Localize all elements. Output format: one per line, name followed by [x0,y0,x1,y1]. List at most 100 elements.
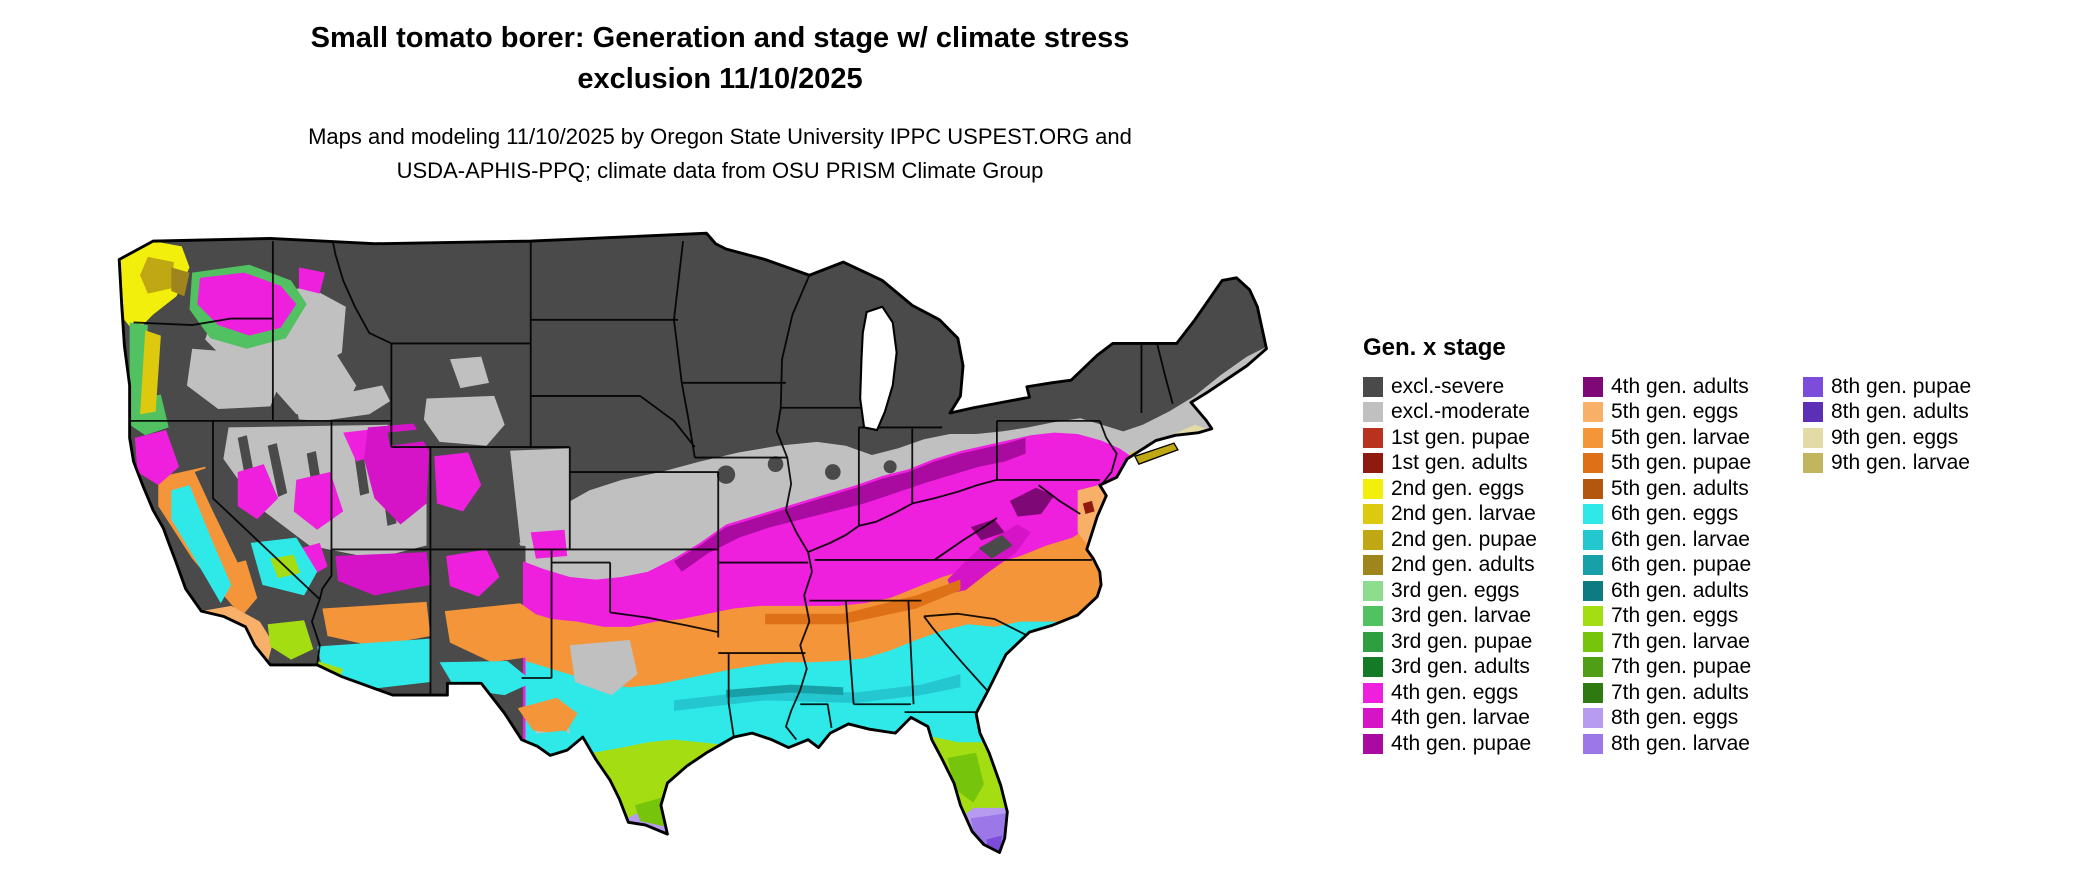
legend-swatch [1363,708,1383,729]
legend-swatch [1583,580,1603,601]
legend-label: 7th gen. larvae [1611,629,1750,653]
legend-item: 3rd gen. eggs [1363,578,1571,604]
legend-item: 7th gen. larvae [1583,629,1791,655]
map-patch [494,448,521,546]
legend-swatch [1583,631,1603,652]
legend-label: 5th gen. adults [1611,476,1749,500]
legend-item: excl.-severe [1363,374,1571,400]
region-gen8-band [616,807,1267,853]
legend-label: 4th gen. larvae [1391,706,1530,730]
legend-item: 2nd gen. adults [1363,553,1571,579]
map-patch [364,423,430,525]
legend-label: 8th gen. eggs [1611,706,1739,730]
legend-label: 3rd gen. adults [1391,655,1530,679]
legend-label: 7th gen. eggs [1611,604,1739,628]
legend-item: 8th gen. larvae [1583,731,1791,757]
legend-item: 2nd gen. eggs [1363,476,1571,502]
legend-label: excl.-severe [1391,374,1505,398]
legend-item: 7th gen. adults [1583,680,1791,706]
map-patch [569,639,638,696]
legend-column-2: 4th gen. adults 5th gen. eggs 5th gen. lar… [1583,374,1791,757]
legend-swatch [1363,657,1383,678]
legend: Gen. x stage excl.-severe excl.-moderate 1… [1363,334,2011,757]
legend-item: 6th gen. eggs [1583,502,1791,528]
us-outline [117,231,1268,854]
legend-swatch [1363,682,1383,703]
legend-item: 3rd gen. adults [1363,655,1571,681]
legend-swatch [1363,478,1383,499]
legend-label: 4th gen. eggs [1391,680,1519,704]
legend-label: 2nd gen. larvae [1391,502,1536,526]
legend-item: excl.-moderate [1363,400,1571,426]
legend-label: excl.-moderate [1391,400,1530,424]
map-patch [716,465,736,484]
map-patch [530,529,568,559]
legend-swatch [1583,733,1603,754]
legend-item: 4th gen. adults [1583,374,1791,400]
map-patch [267,620,314,660]
state-borders-east [775,274,1174,741]
legend-item: 5th gen. pupae [1583,451,1791,477]
map-patch [987,869,994,876]
legend-swatch [1363,631,1383,652]
legend-column-1: excl.-severe excl.-moderate 1st gen. pupae… [1363,374,1571,757]
legend-label: 6th gen. pupae [1611,553,1752,577]
map-patch [975,866,983,874]
map-patch [947,524,1031,593]
legend-label: 3rd gen. pupae [1391,629,1533,653]
legend-item: 2nd gen. larvae [1363,502,1571,528]
map-patch [767,456,784,473]
map-patch [237,464,279,520]
legend-item: 2nd gen. pupae [1363,527,1571,553]
legend-swatch [1583,682,1603,703]
legend-item: 4th gen. eggs [1363,680,1571,706]
map-patch [434,452,482,512]
legend-swatch [1363,555,1383,576]
legend-item: 1st gen. pupae [1363,425,1571,451]
legend-label: 7th gen. pupae [1611,655,1752,679]
map-patch [1082,500,1095,515]
legend-label: 2nd gen. pupae [1391,527,1537,551]
map-patch [1134,442,1179,465]
conus-pest-map [117,231,1268,876]
legend-item: 1st gen. adults [1363,451,1571,477]
legend-swatch [1583,606,1603,627]
legend-label: 8th gen. pupae [1831,374,1972,398]
map-patch [134,430,180,486]
legend-item: 3rd gen. larvae [1363,604,1571,630]
legend-swatch [1363,376,1383,397]
legend-label: 5th gen. pupae [1611,451,1752,475]
legend-label: 9th gen. larvae [1831,451,1970,475]
legend-label: 4th gen. adults [1611,374,1749,398]
map-patch [517,697,578,735]
legend-label: 6th gen. adults [1611,578,1749,602]
legend-columns: excl.-severe excl.-moderate 1st gen. pupae… [1363,374,2011,757]
legend-item: 6th gen. adults [1583,578,1791,604]
legend-swatch [1803,376,1823,397]
legend-label: 1st gen. pupae [1391,425,1530,449]
map-patch [446,549,500,597]
legend-swatch [1583,657,1603,678]
legend-label: 4th gen. pupae [1391,731,1532,755]
legend-swatch [1803,402,1823,423]
legend-swatch [1803,427,1823,448]
map-patch [296,385,391,421]
map-title-line1: Small tomato borer: Generation and stage… [310,22,1130,54]
map-patch [883,460,897,474]
legend-item: 4th gen. larvae [1363,706,1571,732]
legend-item: 5th gen. eggs [1583,400,1791,426]
legend-label: 5th gen. larvae [1611,425,1750,449]
legend-swatch [1583,478,1603,499]
legend-swatch [1363,580,1383,601]
map-subtitle-line1: Maps and modeling 11/10/2025 by Oregon S… [308,124,1132,149]
legend-item: 9th gen. eggs [1803,425,2011,451]
legend-label: 3rd gen. larvae [1391,604,1532,628]
legend-item: 7th gen. eggs [1583,604,1791,630]
legend-swatch [1363,606,1383,627]
legend-item: 6th gen. larvae [1583,527,1791,553]
map-patch [171,485,232,604]
map-patch [317,638,431,689]
map-patch [140,330,161,415]
title-block: Small tomato borer: Generation and stage… [40,18,1400,188]
legend-item: 5th gen. larvae [1583,425,1791,451]
